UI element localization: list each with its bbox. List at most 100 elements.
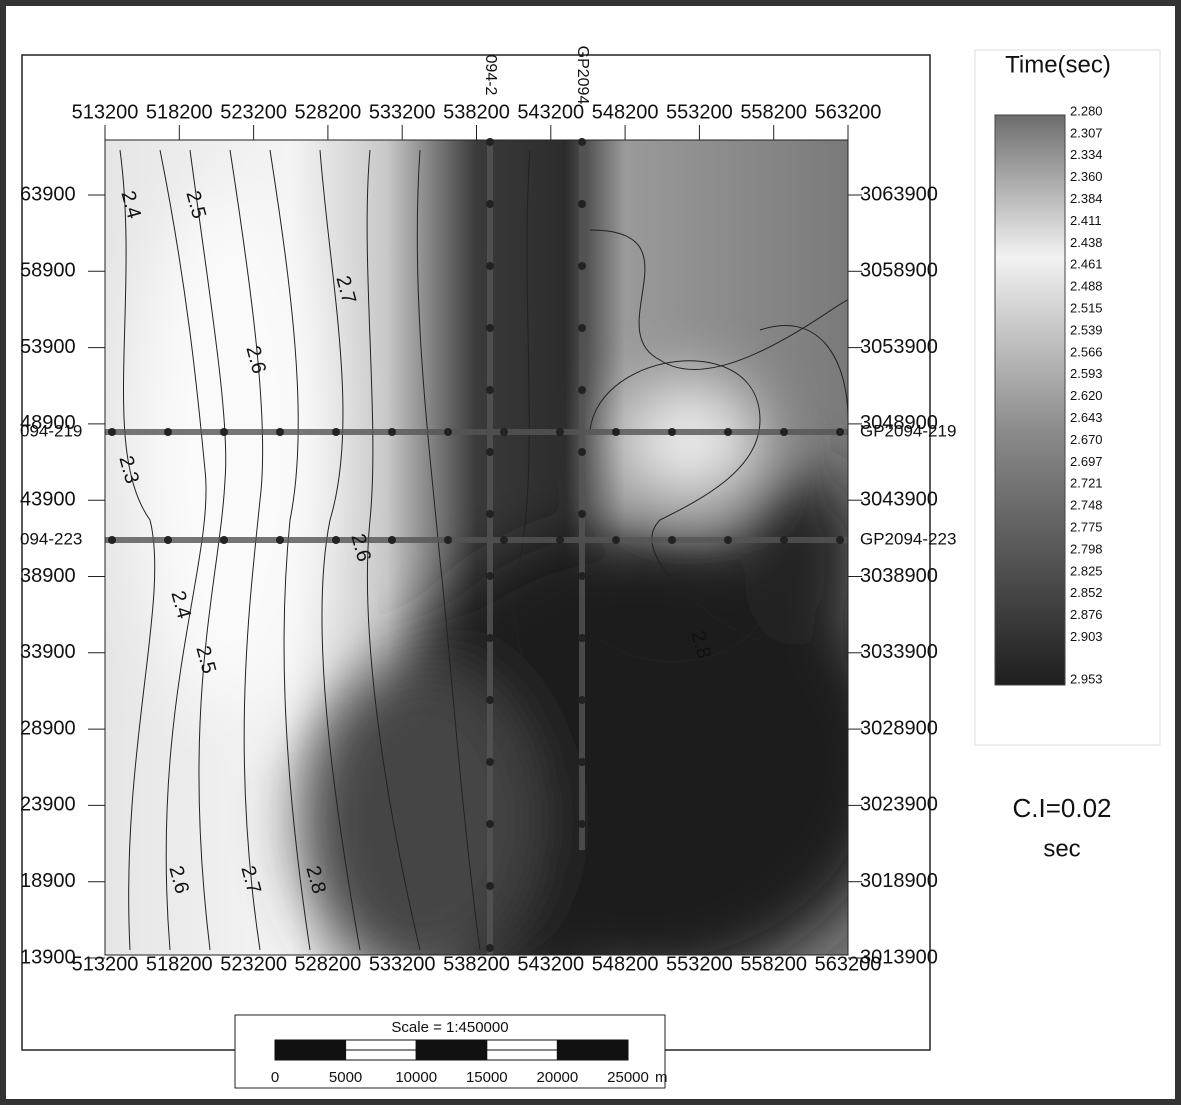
y-tick-label-right: 3053900 <box>860 336 938 358</box>
surface <box>105 140 900 990</box>
y-tick-label-left: 13900 <box>20 946 76 968</box>
ci-note: C.I=0.02 <box>1012 793 1111 823</box>
line-label-left: 094-223 <box>20 529 82 548</box>
legend-value: 2.539 <box>1070 322 1103 337</box>
shot-point <box>556 536 564 544</box>
legend-value: 2.748 <box>1070 498 1103 513</box>
y-tick-label-right: 3013900 <box>860 946 938 968</box>
line-label-left: 094-219 <box>20 421 82 440</box>
shot-point <box>578 200 586 208</box>
shot-point <box>486 758 494 766</box>
shot-point <box>486 510 494 518</box>
shot-point <box>578 696 586 704</box>
shot-point <box>612 536 620 544</box>
shot-point <box>578 634 586 642</box>
shot-point <box>486 324 494 332</box>
legend-value: 2.620 <box>1070 388 1103 403</box>
shot-point <box>444 536 452 544</box>
scale-label: 10000 <box>395 1069 437 1086</box>
legend-value: 2.825 <box>1070 563 1103 578</box>
shot-point <box>220 536 228 544</box>
x-tick-label-top: 548200 <box>592 101 659 123</box>
y-tick-label-right: 3063900 <box>860 183 938 205</box>
y-tick-label-left: 18900 <box>20 870 76 892</box>
shot-point <box>486 386 494 394</box>
y-tick-label-left: 38900 <box>20 565 76 587</box>
shot-point <box>332 428 340 436</box>
shot-point <box>556 428 564 436</box>
x-tick-label-bottom: 523200 <box>220 953 287 975</box>
y-tick-label-right: 3038900 <box>860 565 938 587</box>
x-tick-label-bottom: 513200 <box>72 953 139 975</box>
x-tick-label-top: 553200 <box>666 101 733 123</box>
shot-point <box>578 324 586 332</box>
y-tick-label-right: 3033900 <box>860 641 938 663</box>
legend-value: 2.643 <box>1070 410 1103 425</box>
y-tick-label-left: 23900 <box>20 794 76 816</box>
scale-title: Scale = 1:450000 <box>391 1019 508 1036</box>
x-tick-label-bottom: 548200 <box>592 953 659 975</box>
shot-point <box>108 428 116 436</box>
shot-point <box>332 536 340 544</box>
y-tick-label-left: 58900 <box>20 260 76 282</box>
x-tick-label-bottom: 553200 <box>666 953 733 975</box>
shot-point <box>578 820 586 828</box>
shot-point <box>164 536 172 544</box>
shot-point <box>500 428 508 436</box>
legend-value: 2.798 <box>1070 541 1103 556</box>
scale-segment <box>346 1050 417 1060</box>
map-page: Time(sec) C.I=0.02 sec Scale = 1:450000 … <box>0 0 1181 1105</box>
scale-label: 5000 <box>329 1069 362 1086</box>
color-bar <box>995 115 1065 685</box>
y-tick-label-left: 63900 <box>20 183 76 205</box>
y-tick-label-right: 3028900 <box>860 717 938 739</box>
scale-segment <box>275 1050 346 1060</box>
shot-point <box>486 696 494 704</box>
legend-value: 2.411 <box>1070 213 1102 228</box>
x-tick-label-top: 533200 <box>369 101 436 123</box>
line-label-top: 094-2 <box>482 55 499 96</box>
shot-point <box>668 428 676 436</box>
shot-point <box>388 428 396 436</box>
scale-label: 0 <box>271 1069 279 1086</box>
scale-segment <box>557 1050 628 1060</box>
legend-value: 2.461 <box>1070 257 1103 272</box>
x-tick-label-bottom: 533200 <box>369 953 436 975</box>
shot-point <box>612 428 620 436</box>
shot-point <box>578 510 586 518</box>
shot-point <box>486 944 494 952</box>
ci-unit: sec <box>1043 835 1080 862</box>
shot-point <box>578 572 586 580</box>
legend-value: 2.953 <box>1070 671 1103 686</box>
shot-point <box>500 536 508 544</box>
x-tick-label-top: 518200 <box>146 101 213 123</box>
scale-segment <box>487 1040 558 1050</box>
legend-value: 2.852 <box>1070 585 1103 600</box>
shot-point <box>578 386 586 394</box>
shot-point <box>388 536 396 544</box>
y-tick-label-right: 3018900 <box>860 870 938 892</box>
x-tick-label-top: 513200 <box>72 101 139 123</box>
x-tick-label-bottom: 558200 <box>740 953 807 975</box>
shot-point <box>276 428 284 436</box>
line-label-right: GP2094-223 <box>860 529 956 548</box>
shot-point <box>780 428 788 436</box>
legend-value: 2.280 <box>1070 103 1103 118</box>
legend-value: 2.488 <box>1070 279 1103 294</box>
shot-point <box>486 820 494 828</box>
scale-segment <box>487 1050 558 1060</box>
shot-point <box>486 200 494 208</box>
legend-value: 2.876 <box>1070 607 1103 622</box>
y-tick-label-right: 3043900 <box>860 488 938 510</box>
x-tick-label-top: 538200 <box>443 101 510 123</box>
scale-label: 20000 <box>537 1069 579 1086</box>
scale-segment <box>275 1040 346 1050</box>
shot-point <box>164 428 172 436</box>
legend-value: 2.775 <box>1070 520 1103 535</box>
shot-point <box>780 536 788 544</box>
legend-value: 2.903 <box>1070 629 1103 644</box>
legend-value: 2.307 <box>1070 125 1103 140</box>
shot-point <box>578 138 586 146</box>
legend-value: 2.334 <box>1070 147 1103 162</box>
shot-point <box>724 536 732 544</box>
